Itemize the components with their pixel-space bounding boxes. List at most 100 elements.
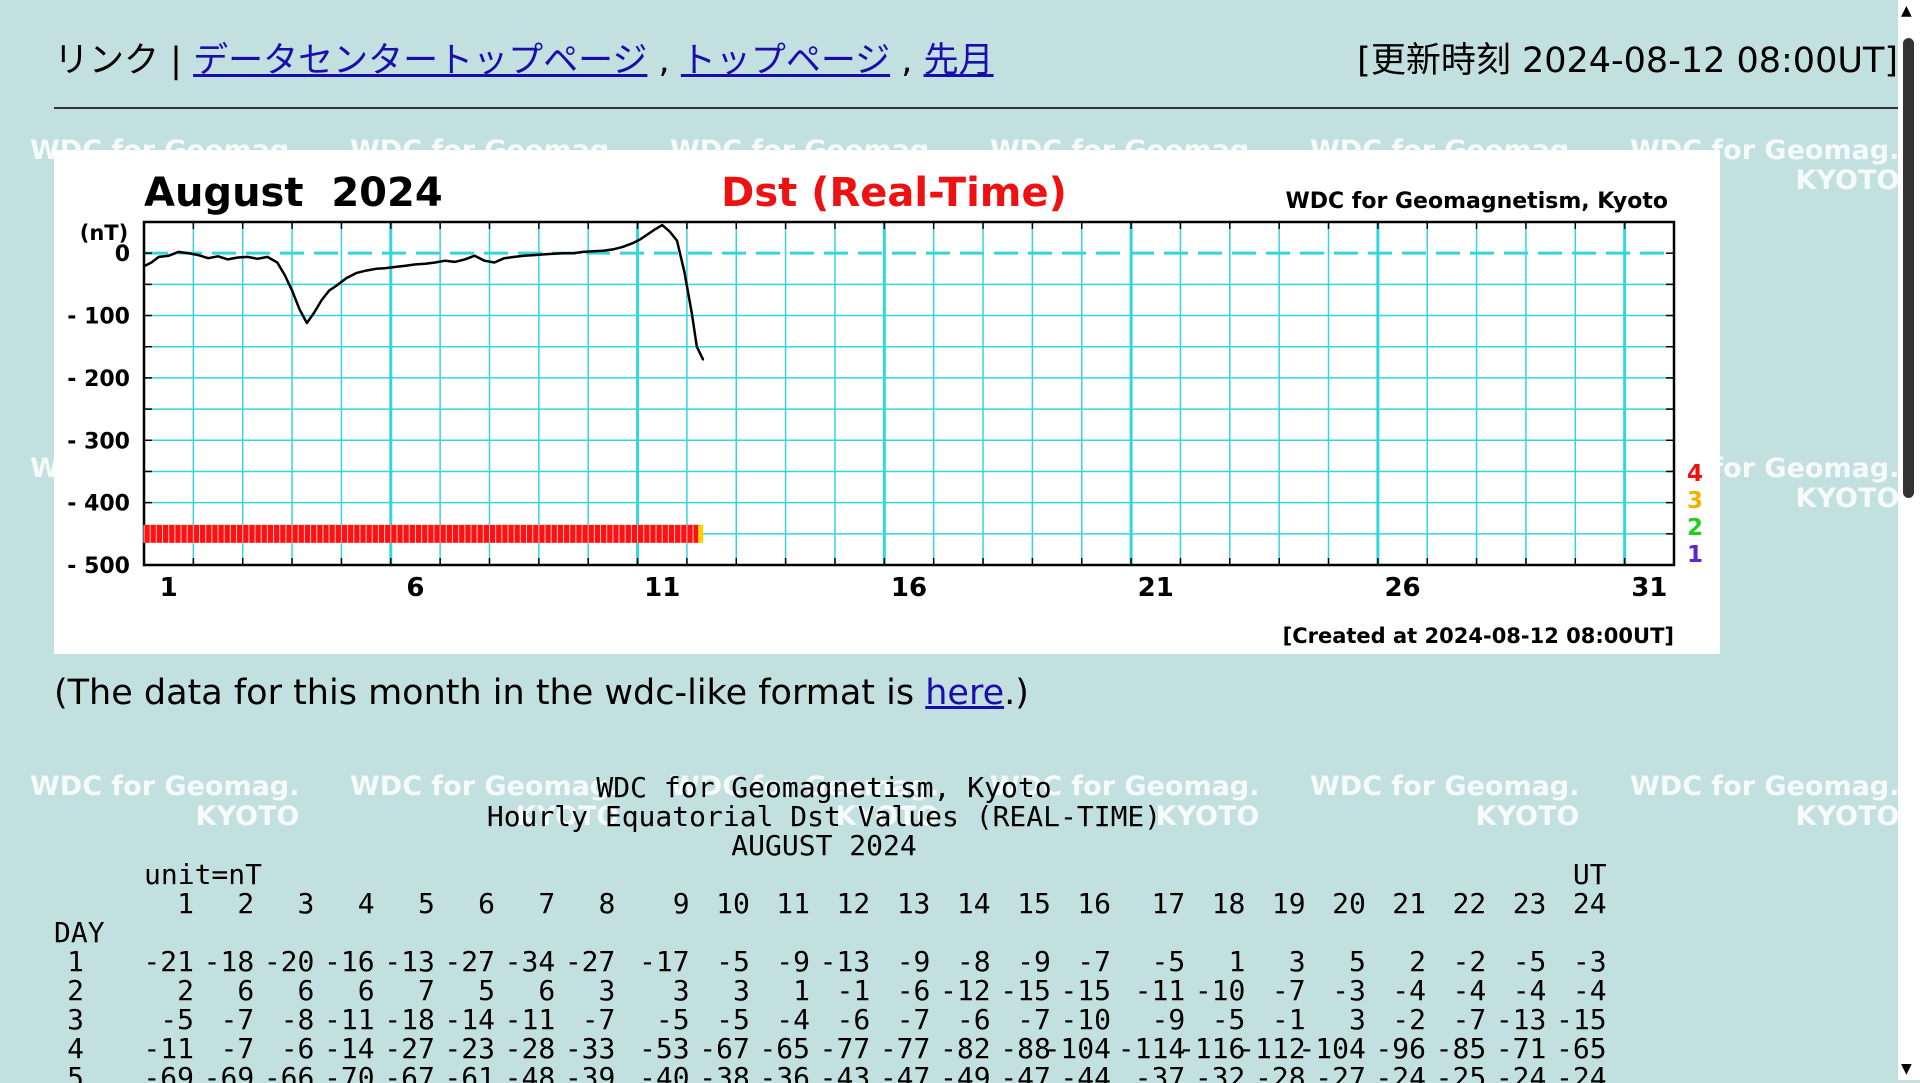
table-cell: -9 bbox=[896, 945, 931, 978]
x-tick-label: 1 bbox=[160, 573, 178, 603]
dst-data-point bbox=[424, 262, 427, 265]
dst-data-point bbox=[444, 259, 446, 262]
link-last-month[interactable]: 先月 bbox=[923, 41, 994, 81]
table-row-day: 3 bbox=[67, 1003, 84, 1036]
dst-hourly-table: WDC for Geomagnetism, Kyoto Hourly Equat… bbox=[54, 773, 1694, 1083]
table-cell: -28 bbox=[504, 1032, 556, 1065]
dst-data-point bbox=[283, 274, 286, 276]
table-cell: -39 bbox=[564, 1061, 616, 1083]
table-hour-header: 19 bbox=[1271, 887, 1306, 920]
table-cell: -77 bbox=[819, 1032, 871, 1065]
table-cell: -37 bbox=[1134, 1061, 1186, 1083]
table-cell: 1 bbox=[1228, 945, 1246, 978]
table-cell: 7 bbox=[417, 974, 435, 1007]
table-hour-header: 22 bbox=[1452, 887, 1487, 920]
table-row-day: 1 bbox=[67, 945, 84, 978]
chart-created-time: [Created at 2024-08-12 08:00UT] bbox=[1283, 624, 1674, 648]
table-cell: -67 bbox=[384, 1061, 435, 1083]
update-time: [更新時刻 2024-08-12 08:00UT] bbox=[1357, 41, 1898, 81]
table-row-day: 2 bbox=[67, 974, 84, 1007]
dst-data-point bbox=[328, 289, 330, 292]
table-cell: -7 bbox=[220, 1032, 255, 1065]
chart-subtitle: Dst (Real-Time) bbox=[721, 170, 1067, 216]
dst-data-point bbox=[143, 265, 145, 268]
table-cell: -2 bbox=[1392, 1003, 1426, 1036]
table-cell: -7 bbox=[1452, 1003, 1487, 1036]
note-text-after: .) bbox=[1004, 673, 1029, 713]
table-cell: -85 bbox=[1435, 1032, 1487, 1065]
dst-data-point bbox=[454, 261, 456, 263]
dst-data-point bbox=[473, 254, 476, 257]
table-cell: -53 bbox=[639, 1032, 690, 1065]
table-title-source: WDC for Geomagnetism, Kyoto bbox=[596, 773, 1052, 804]
divider bbox=[54, 107, 1898, 109]
table-cell: 3 bbox=[598, 974, 616, 1007]
dst-data-point bbox=[695, 345, 698, 348]
table-cell: -10 bbox=[1060, 1003, 1111, 1036]
table-cell: -6 bbox=[836, 1003, 871, 1036]
here-link[interactable]: here bbox=[925, 673, 1005, 713]
table-cell: -27 bbox=[384, 1032, 435, 1065]
dst-data-point bbox=[207, 257, 209, 259]
table-hour-header: 3 bbox=[297, 887, 315, 920]
table-cell: -5 bbox=[160, 1003, 194, 1036]
table-cell: -9 bbox=[776, 945, 810, 978]
table-cell: 2 bbox=[177, 974, 194, 1007]
dst-data-point bbox=[533, 254, 535, 256]
activity-bar-end bbox=[698, 524, 704, 543]
y-axis-label: (nT) bbox=[80, 221, 128, 245]
table-cell: -24 bbox=[1375, 1061, 1426, 1083]
table-hour-header: 16 bbox=[1077, 887, 1111, 920]
table-hour-header: 5 bbox=[417, 887, 435, 920]
table-title-main: Hourly Equatorial Dst Values (REAL-TIME) bbox=[486, 800, 1162, 833]
table-cell: -11 bbox=[143, 1032, 194, 1065]
table-cell: -27 bbox=[444, 945, 495, 978]
data-format-note: (The data for this month in the wdc-like… bbox=[54, 668, 1029, 718]
table-row-day: 5 bbox=[67, 1061, 84, 1083]
dst-data-point bbox=[217, 255, 219, 258]
dst-data-point bbox=[197, 254, 200, 256]
link-datacenter-top[interactable]: データセンタートップページ bbox=[193, 41, 648, 81]
table-hour-header: 15 bbox=[1017, 887, 1051, 920]
dst-data-point bbox=[385, 267, 387, 269]
scrollbar-thumb[interactable] bbox=[1903, 38, 1914, 498]
table-row-day: 4 bbox=[67, 1032, 84, 1065]
table-cell: -13 bbox=[1495, 1003, 1547, 1036]
table-cell: -47 bbox=[1000, 1061, 1051, 1083]
table-hour-header: 23 bbox=[1512, 887, 1547, 920]
table-cell: -65 bbox=[1556, 1032, 1607, 1065]
dst-data-point bbox=[158, 256, 160, 258]
dst-data-point bbox=[676, 239, 678, 242]
table-cell: -13 bbox=[384, 945, 435, 978]
legend-level-1: 1 bbox=[1687, 542, 1703, 568]
table-cell: -4 bbox=[1512, 974, 1547, 1007]
dst-data-point bbox=[177, 251, 180, 253]
dst-data-point bbox=[483, 259, 486, 262]
y-tick-label: - 400 bbox=[67, 492, 130, 517]
table-cell: 6 bbox=[538, 974, 556, 1007]
dst-data-point bbox=[434, 261, 436, 264]
scroll-down-arrow-icon[interactable]: ▼ bbox=[1901, 1061, 1912, 1077]
vertical-scrollbar[interactable]: ▲ ▼ bbox=[1898, 0, 1920, 1080]
dst-data-point bbox=[612, 248, 614, 251]
table-cell: -3 bbox=[1572, 945, 1607, 978]
table-hour-header: 20 bbox=[1332, 887, 1366, 920]
table-cell: 6 bbox=[297, 974, 315, 1007]
dst-series-line bbox=[143, 223, 705, 361]
link-top-page[interactable]: トップページ bbox=[680, 41, 891, 81]
scroll-up-arrow-icon[interactable]: ▲ bbox=[1901, 3, 1912, 19]
table-day-label: DAY bbox=[54, 916, 105, 949]
chart-title: August 2024 bbox=[144, 170, 443, 216]
legend-level-4: 4 bbox=[1687, 461, 1703, 487]
table-cell: -65 bbox=[759, 1032, 810, 1065]
table-hour-header: 8 bbox=[598, 887, 616, 920]
table-cell: -8 bbox=[280, 1003, 315, 1036]
legend-level-2: 2 bbox=[1687, 515, 1703, 541]
table-hour-header: 13 bbox=[896, 887, 931, 920]
x-tick-label: 16 bbox=[891, 573, 927, 603]
table-hour-header: 17 bbox=[1151, 887, 1186, 920]
dst-data-point bbox=[702, 359, 704, 361]
table-cell: -13 bbox=[819, 945, 871, 978]
table-cell: -47 bbox=[879, 1061, 931, 1083]
